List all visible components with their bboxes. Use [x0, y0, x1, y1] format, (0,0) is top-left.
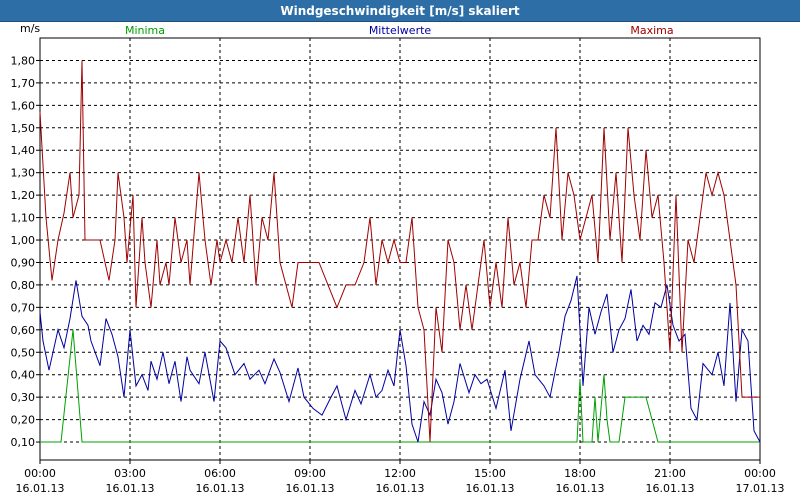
- y-tick-label: 1,80: [11, 54, 36, 67]
- x-tick-time-label: 00:00: [744, 467, 776, 480]
- x-tick-date-label: 16.01.13: [196, 482, 245, 495]
- y-tick-label: 0,80: [11, 279, 36, 292]
- y-tick-label: 0,10: [11, 436, 36, 449]
- x-tick-date-label: 16.01.13: [106, 482, 155, 495]
- x-tick-date-label: 16.01.13: [646, 482, 695, 495]
- y-tick-label: 0,90: [11, 256, 36, 269]
- y-tick-label: 1,40: [11, 144, 36, 157]
- x-tick-time-label: 03:00: [114, 467, 146, 480]
- x-tick-date-label: 16.01.13: [16, 482, 65, 495]
- series-line-mittelwerte: [39, 275, 761, 443]
- plot-frame: [39, 37, 761, 461]
- x-tick-time-label: 09:00: [294, 467, 326, 480]
- y-tick-label: 1,60: [11, 99, 36, 112]
- window-title-bar: Windgeschwindigkeit [m/s] skaliert: [0, 0, 800, 22]
- x-tick-time-label: 00:00: [24, 467, 56, 480]
- y-tick-label: 1,10: [11, 212, 36, 225]
- x-tick-time-label: 18:00: [564, 467, 596, 480]
- y-tick-label: 0,70: [11, 301, 36, 314]
- legend-entry-mittelwerte: Mittelwerte: [369, 24, 432, 37]
- series-line-maxima: [39, 60, 760, 443]
- y-tick-label: 0,40: [11, 369, 36, 382]
- x-tick-date-label: 16.01.13: [286, 482, 335, 495]
- legend-entry-maxima: Maxima: [630, 24, 673, 37]
- x-tick-time-label: 21:00: [654, 467, 686, 480]
- window-title: Windgeschwindigkeit [m/s] skaliert: [280, 3, 520, 18]
- x-tick-date-label: 16.01.13: [376, 482, 425, 495]
- x-tick-time-label: 15:00: [474, 467, 506, 480]
- x-tick-date-label: 17.01.13: [736, 482, 785, 495]
- y-tick-label: 1,20: [11, 189, 36, 202]
- y-tick-label: 1,30: [11, 167, 36, 180]
- wind-speed-chart: 0,10 0,20 0,30 0,40 0,50 0,60 0,70 0,80 0,90 1,00…: [11, 22, 785, 495]
- y-tick-label: 0,20: [11, 414, 36, 427]
- y-tick-label: 0,50: [11, 346, 36, 359]
- y-tick-label: 0,60: [11, 324, 36, 337]
- series-line-minima: [40, 329, 760, 443]
- y-tick-label: 0,30: [11, 391, 36, 404]
- y-axis-label: m/s: [20, 22, 40, 35]
- x-tick-date-label: 16.01.13: [556, 482, 605, 495]
- x-tick-date-label: 16.01.13: [466, 482, 515, 495]
- y-tick-label: 1,50: [11, 122, 36, 135]
- y-tick-label: 1,00: [11, 234, 36, 247]
- legend-entry-minima: Minima: [125, 24, 165, 37]
- chart-area: 0,10 0,20 0,30 0,40 0,50 0,60 0,70 0,80 0,90 1,00…: [0, 22, 800, 500]
- x-tick-time-label: 06:00: [204, 467, 236, 480]
- x-tick-time-label: 12:00: [384, 467, 416, 480]
- y-tick-label: 1,70: [11, 77, 36, 90]
